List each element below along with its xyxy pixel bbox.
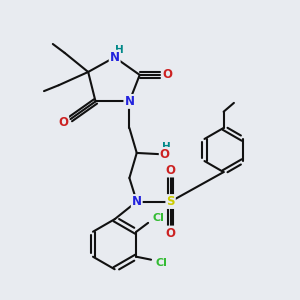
Text: O: O	[166, 164, 176, 176]
Text: O: O	[163, 68, 173, 81]
Text: H: H	[162, 142, 171, 152]
Text: N: N	[110, 51, 120, 64]
Text: Cl: Cl	[152, 214, 164, 224]
Text: N: N	[132, 195, 142, 208]
Text: O: O	[166, 226, 176, 239]
Text: N: N	[124, 95, 134, 108]
Text: O: O	[160, 148, 170, 161]
Text: S: S	[167, 195, 175, 208]
Text: H: H	[115, 45, 124, 55]
Text: O: O	[58, 116, 68, 128]
Text: Cl: Cl	[155, 258, 167, 268]
